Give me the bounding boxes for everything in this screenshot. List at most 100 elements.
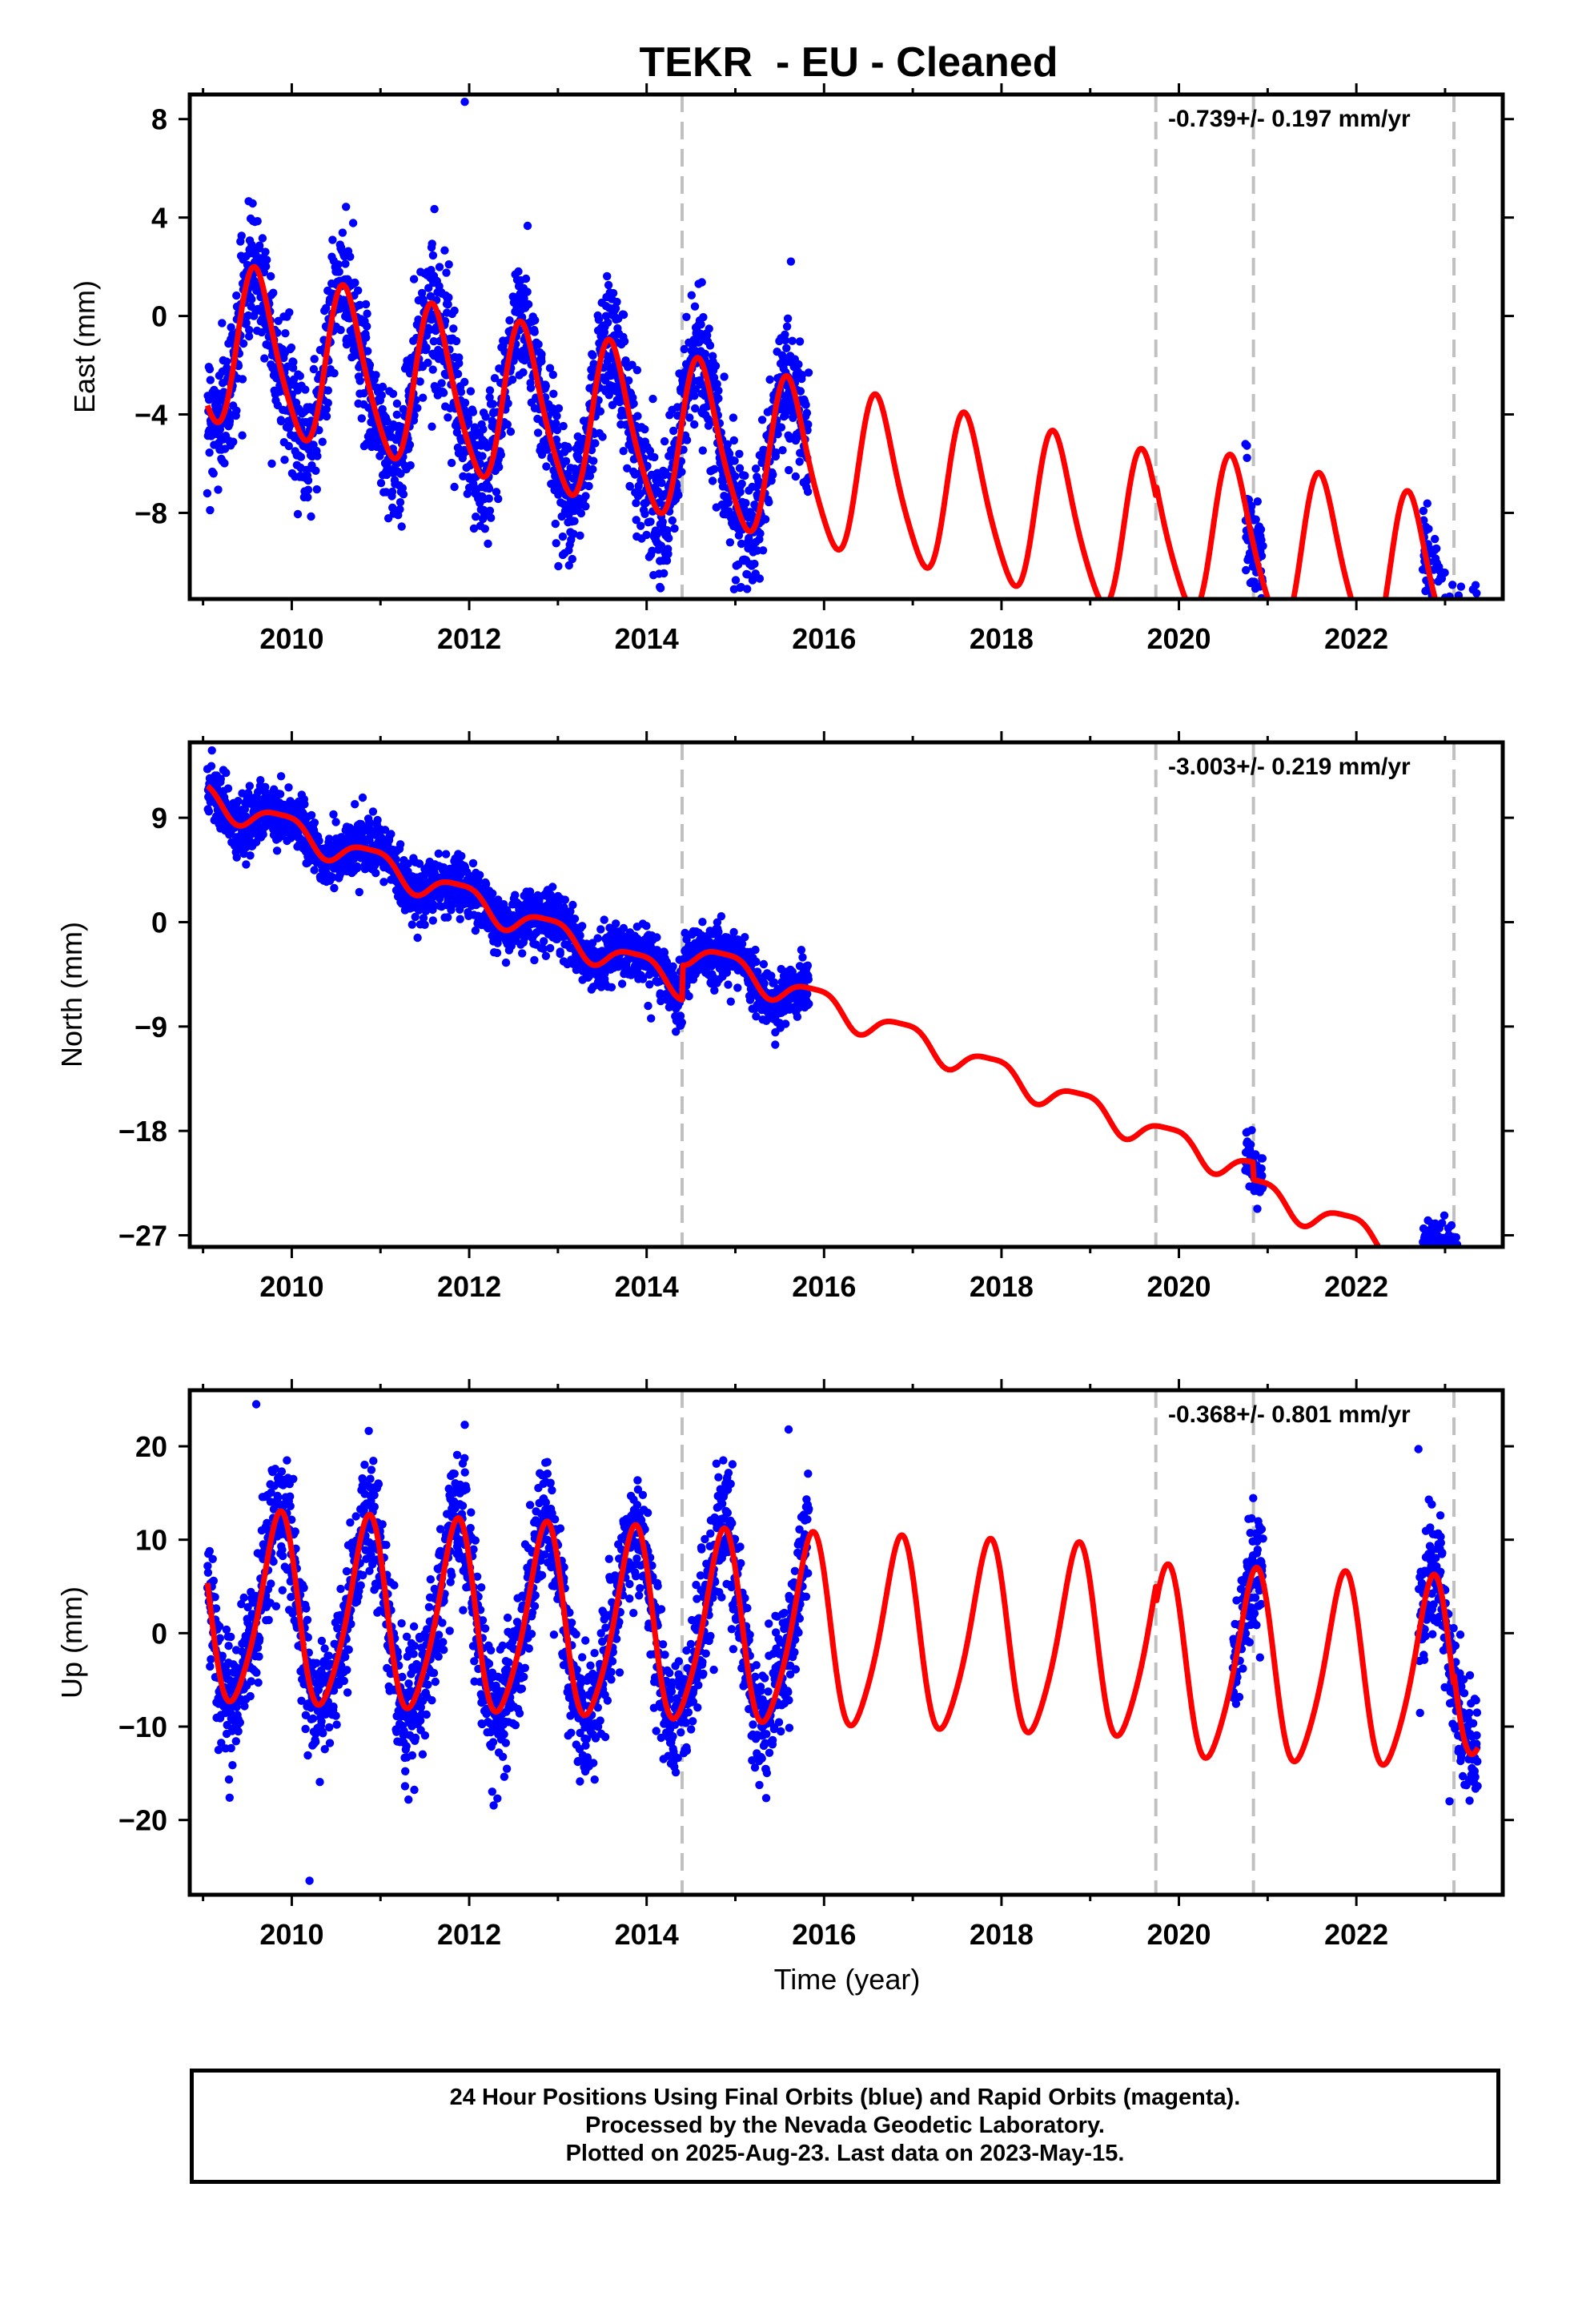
east-data-point [1460,678,1468,686]
east-data-point [351,278,359,287]
east-data-point [709,373,719,382]
east-data-point [1468,660,1476,668]
east-data-point [589,456,598,465]
east-data-point [730,456,739,465]
north-data-point [798,953,807,962]
east-data-point [725,538,735,547]
east-data-point [735,449,744,458]
east-data-point [1434,633,1442,641]
north-data-point [576,931,584,940]
east-data-point [1460,645,1468,653]
east-x-tick-label: 2012 [437,622,501,655]
east-data-point [409,275,419,283]
east-data-point [437,379,446,388]
east-data-point [714,394,723,403]
north-data-point [284,783,293,792]
east-data-point [1452,687,1460,695]
east-data-point [703,331,712,340]
north-data-point [328,873,337,882]
east-data-point [237,231,246,240]
east-data-point [1434,613,1442,621]
north-data-point [457,851,466,861]
east-data-point [750,559,759,569]
east-data-point [619,310,628,320]
east-data-point [1431,534,1439,544]
east-data-point [1257,552,1267,561]
east-data-point [410,411,419,420]
east-data-point [263,255,271,264]
east-data-point [1467,664,1475,672]
north-data-point [1424,1253,1432,1261]
east-data-point [576,509,586,518]
east-data-point [323,386,332,395]
east-data-point [1428,605,1436,613]
east-data-point [318,437,327,446]
east-data-point [737,479,746,489]
east-data-point [478,452,487,460]
east-data-point [786,257,796,266]
east-data-point [1455,685,1463,693]
east-data-point [756,529,765,538]
east-data-point [1462,702,1470,710]
north-data-point [1445,1267,1453,1275]
east-data-point [508,375,517,384]
north-data-points [203,746,1467,1278]
east-data-point [1429,621,1437,629]
north-data-point [204,807,214,816]
east-data-point [206,376,215,384]
east-data-point [449,324,458,333]
east-data-point [1468,706,1476,714]
east-data-point [1461,698,1469,706]
east-data-point [1451,649,1459,657]
north-data-point [351,800,359,809]
east-data-point [1472,658,1480,666]
east-data-point [439,388,448,397]
east-data-point [377,391,386,400]
east-data-point [1473,654,1481,662]
east-data-point [785,465,793,475]
east-data-point [399,490,408,499]
east-data-point [1251,515,1260,524]
north-data-point [420,920,429,930]
east-data-point [429,337,438,346]
north-data-point [1439,1211,1449,1220]
east-data-point [1444,664,1452,672]
north-data-point [216,774,225,783]
east-data-point [660,436,669,446]
east-data-point [1464,639,1472,647]
east-data-point [428,422,436,431]
east-data-point [387,487,397,497]
east-data-point [1439,682,1447,690]
east-y-axis-label: East (mm) [68,280,101,413]
east-data-point [447,458,456,468]
east-data-point [621,356,630,365]
north-data-point [1428,1258,1436,1266]
east-data-point [640,424,649,434]
north-data-point [1441,1270,1449,1278]
east-data-point [1259,541,1267,550]
east-data-point [455,353,464,362]
east-data-point [771,448,781,457]
east-data-point [761,515,770,524]
east-data-point [1460,643,1468,651]
east-data-point [1464,694,1472,702]
east-data-point [1439,621,1447,629]
north-data-point [1443,1266,1452,1274]
east-data-point [697,278,706,287]
north-data-point [256,776,265,785]
east-data-point [701,349,709,359]
north-data-point [1431,1251,1439,1259]
east-data-point [713,380,721,388]
east-data-point [1464,688,1472,696]
east-data-point [1456,667,1464,675]
north-data-point [607,983,616,992]
east-data-point [450,482,459,492]
east-data-point [1259,607,1267,615]
north-data-point [310,818,319,827]
east-data-point [802,408,812,417]
east-data-point [656,541,666,550]
east-data-point [1433,627,1441,635]
north-data-point [752,957,761,967]
north-data-point [644,1001,652,1011]
east-data-point [1466,669,1474,677]
